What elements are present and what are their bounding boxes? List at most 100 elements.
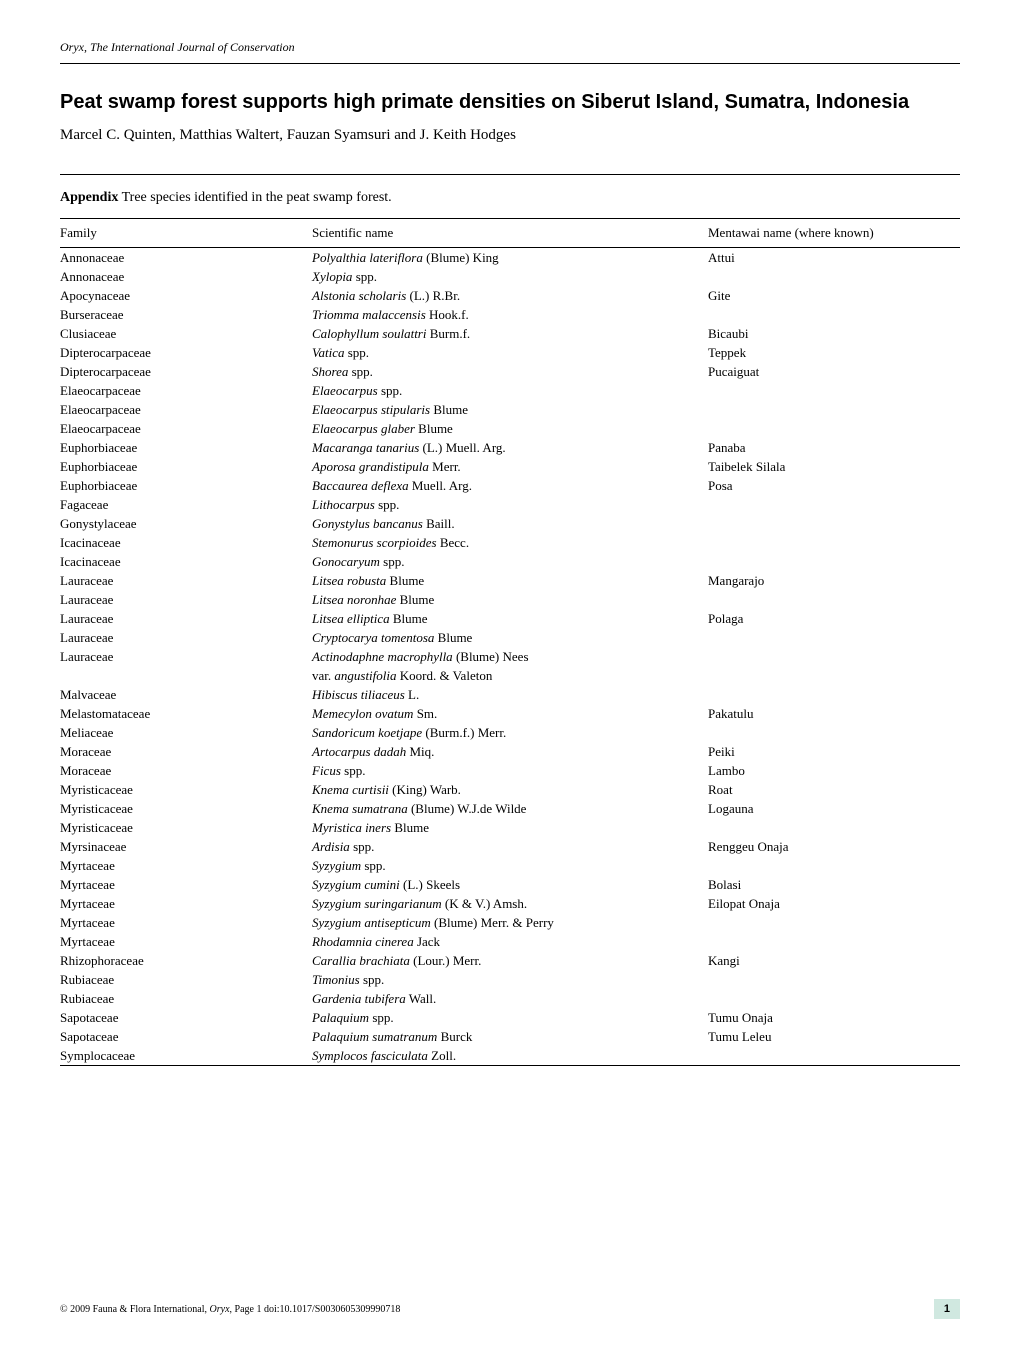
cell-family: Icacinaceae — [60, 552, 312, 571]
cell-scientific: var. angustifolia Koord. & Valeton — [312, 666, 708, 685]
species-table: Family Scientific name Mentawai name (wh… — [60, 218, 960, 1066]
cell-family: Lauraceae — [60, 571, 312, 590]
cell-mentawai — [708, 552, 960, 571]
table-row: FagaceaeLithocarpus spp. — [60, 495, 960, 514]
table-row: MyristicaceaeMyristica iners Blume — [60, 818, 960, 837]
cell-mentawai: Logauna — [708, 799, 960, 818]
page-number-badge: 1 — [934, 1299, 960, 1319]
cell-mentawai: Renggeu Onaja — [708, 837, 960, 856]
cell-family: Dipterocarpaceae — [60, 343, 312, 362]
cell-family: Symplocaceae — [60, 1046, 312, 1066]
cell-mentawai — [708, 685, 960, 704]
cell-scientific: Palaquium spp. — [312, 1008, 708, 1027]
cell-scientific: Triomma malaccensis Hook.f. — [312, 305, 708, 324]
cell-family: Myristicaceae — [60, 818, 312, 837]
cell-scientific: Syzygium spp. — [312, 856, 708, 875]
cell-mentawai — [708, 267, 960, 286]
cell-mentawai: Mangarajo — [708, 571, 960, 590]
table-row: RhizophoraceaeCarallia brachiata (Lour.)… — [60, 951, 960, 970]
table-row: SapotaceaePalaquium spp.Tumu Onaja — [60, 1008, 960, 1027]
table-row: MeliaceaeSandoricum koetjape (Burm.f.) M… — [60, 723, 960, 742]
table-row: LauraceaeActinodaphne macrophylla (Blume… — [60, 647, 960, 666]
cell-family: Euphorbiaceae — [60, 438, 312, 457]
cell-family: Elaeocarpaceae — [60, 381, 312, 400]
cell-family: Euphorbiaceae — [60, 457, 312, 476]
cell-mentawai — [708, 723, 960, 742]
cell-family: Myrtaceae — [60, 932, 312, 951]
cell-mentawai — [708, 514, 960, 533]
cell-family: Myrtaceae — [60, 913, 312, 932]
table-row: DipterocarpaceaeShorea spp.Pucaiguat — [60, 362, 960, 381]
cell-family: Clusiaceae — [60, 324, 312, 343]
cell-scientific: Actinodaphne macrophylla (Blume) Nees — [312, 647, 708, 666]
header-family: Family — [60, 219, 312, 248]
cell-family: Elaeocarpaceae — [60, 419, 312, 438]
footer: © 2009 Fauna & Flora International, Oryx… — [60, 1299, 960, 1319]
cell-family: Elaeocarpaceae — [60, 400, 312, 419]
cell-mentawai: Posa — [708, 476, 960, 495]
cell-mentawai — [708, 400, 960, 419]
appendix-caption: Tree species identified in the peat swam… — [118, 190, 391, 205]
table-header-row: Family Scientific name Mentawai name (wh… — [60, 219, 960, 248]
cell-scientific: Sandoricum koetjape (Burm.f.) Merr. — [312, 723, 708, 742]
cell-scientific: Elaeocarpus spp. — [312, 381, 708, 400]
cell-scientific: Alstonia scholaris (L.) R.Br. — [312, 286, 708, 305]
cell-scientific: Vatica spp. — [312, 343, 708, 362]
cell-scientific: Litsea elliptica Blume — [312, 609, 708, 628]
cell-mentawai: Peiki — [708, 742, 960, 761]
cell-mentawai: Pucaiguat — [708, 362, 960, 381]
copyright-text: © 2009 Fauna & Flora International, — [60, 1304, 210, 1315]
table-row: MyrtaceaeSyzygium spp. — [60, 856, 960, 875]
table-row: MoraceaeFicus spp.Lambo — [60, 761, 960, 780]
cell-scientific: Rhodamnia cinerea Jack — [312, 932, 708, 951]
section-rule — [60, 174, 960, 175]
cell-scientific: Myristica iners Blume — [312, 818, 708, 837]
cell-family: Fagaceae — [60, 495, 312, 514]
cell-family: Melastomataceae — [60, 704, 312, 723]
cell-family: Myrtaceae — [60, 856, 312, 875]
table-row: AnnonaceaePolyalthia lateriflora (Blume)… — [60, 248, 960, 268]
table-row: LauraceaeLitsea robusta BlumeMangarajo — [60, 571, 960, 590]
cell-mentawai: Bicaubi — [708, 324, 960, 343]
cell-scientific: Macaranga tanarius (L.) Muell. Arg. — [312, 438, 708, 457]
cell-mentawai: Panaba — [708, 438, 960, 457]
table-row: ElaeocarpaceaeElaeocarpus stipularis Blu… — [60, 400, 960, 419]
cell-family — [60, 666, 312, 685]
cell-mentawai — [708, 628, 960, 647]
cell-family: Malvaceae — [60, 685, 312, 704]
table-row: MyrtaceaeRhodamnia cinerea Jack — [60, 932, 960, 951]
cell-scientific: Shorea spp. — [312, 362, 708, 381]
cell-family: Rubiaceae — [60, 970, 312, 989]
cell-mentawai: Kangi — [708, 951, 960, 970]
cell-scientific: Symplocos fasciculata Zoll. — [312, 1046, 708, 1066]
cell-scientific: Polyalthia lateriflora (Blume) King — [312, 248, 708, 268]
cell-scientific: Syzygium suringarianum (K & V.) Amsh. — [312, 894, 708, 913]
table-row: SymplocaceaeSymplocos fasciculata Zoll. — [60, 1046, 960, 1066]
cell-scientific: Gonystylus bancanus Baill. — [312, 514, 708, 533]
cell-family: Myristicaceae — [60, 799, 312, 818]
cell-scientific: Palaquium sumatranum Burck — [312, 1027, 708, 1046]
cell-mentawai — [708, 970, 960, 989]
header-rule — [60, 63, 960, 64]
cell-scientific: Litsea robusta Blume — [312, 571, 708, 590]
cell-scientific: Gonocaryum spp. — [312, 552, 708, 571]
table-row: ApocynaceaeAlstonia scholaris (L.) R.Br.… — [60, 286, 960, 305]
cell-mentawai: Attui — [708, 248, 960, 268]
table-row: MyristicaceaeKnema curtisii (King) Warb.… — [60, 780, 960, 799]
cell-mentawai: Tumu Onaja — [708, 1008, 960, 1027]
cell-family: Myrsinaceae — [60, 837, 312, 856]
cell-mentawai — [708, 856, 960, 875]
appendix-label: Appendix — [60, 190, 118, 205]
cell-mentawai — [708, 419, 960, 438]
table-row: DipterocarpaceaeVatica spp.Teppek — [60, 343, 960, 362]
cell-family: Rubiaceae — [60, 989, 312, 1008]
journal-header: Oryx, The International Journal of Conse… — [60, 40, 960, 55]
cell-mentawai — [708, 989, 960, 1008]
cell-scientific: Knema curtisii (King) Warb. — [312, 780, 708, 799]
cell-family: Sapotaceae — [60, 1008, 312, 1027]
table-row: IcacinaceaeGonocaryum spp. — [60, 552, 960, 571]
cell-family: Myrtaceae — [60, 894, 312, 913]
cell-mentawai: Pakatulu — [708, 704, 960, 723]
table-row: EuphorbiaceaeMacaranga tanarius (L.) Mue… — [60, 438, 960, 457]
cell-scientific: Aporosa grandistipula Merr. — [312, 457, 708, 476]
